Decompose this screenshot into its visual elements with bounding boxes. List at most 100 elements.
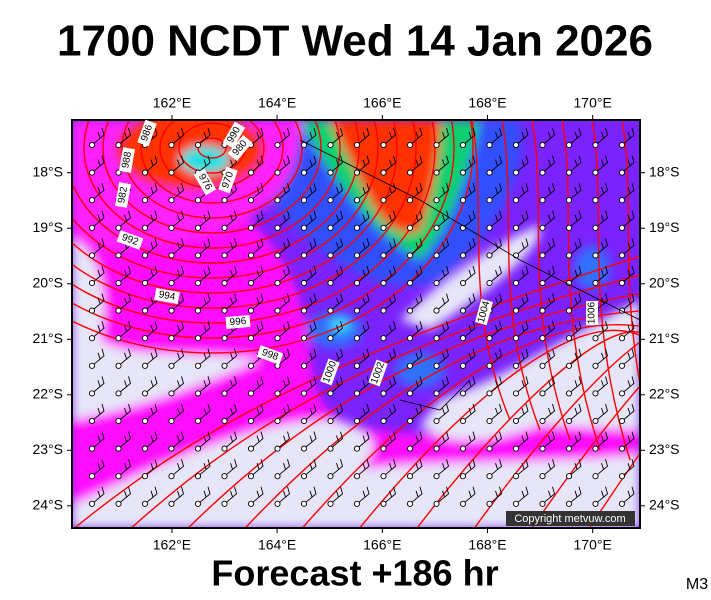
isobar-value: 996 [229, 316, 247, 328]
barb-station [406, 417, 414, 425]
barb-station [353, 500, 361, 507]
barb [595, 376, 609, 394]
barb-station [592, 141, 599, 149]
barb-station [592, 445, 599, 452]
barb-station [247, 307, 255, 314]
barb-station [565, 197, 573, 204]
barb [542, 459, 556, 477]
barb [303, 238, 317, 256]
barb-station [194, 445, 202, 452]
barb-station [327, 279, 334, 287]
barb-station [459, 417, 467, 425]
map-area [72, 120, 640, 528]
barb [489, 486, 503, 505]
barb-station [88, 252, 96, 259]
barb-station [380, 307, 387, 314]
barb [621, 155, 635, 173]
barb-station [433, 141, 440, 149]
isobar [471, 120, 511, 421]
barb [197, 127, 211, 146]
barb-station [168, 169, 175, 176]
barb-station [512, 141, 520, 149]
barb [277, 348, 291, 367]
barb-station [300, 169, 308, 176]
isobar [73, 255, 640, 528]
map-frame [71, 119, 641, 529]
red-region [330, 120, 440, 233]
barb [356, 459, 370, 477]
barb [118, 348, 132, 367]
barb [515, 376, 529, 394]
isobar [416, 331, 640, 528]
barb [118, 403, 132, 422]
barb-station [194, 197, 202, 204]
barb-station [194, 252, 202, 259]
barb-station [168, 307, 175, 314]
barb [197, 210, 211, 229]
barb [91, 459, 105, 477]
barb-station [168, 362, 175, 369]
barb-station [618, 141, 626, 149]
barb [197, 155, 211, 173]
isobar [140, 120, 284, 204]
label-box [116, 230, 144, 250]
barb-station [274, 224, 281, 231]
barb [595, 348, 609, 367]
barb-station [486, 390, 493, 397]
barb [197, 293, 211, 311]
label-box [137, 119, 157, 147]
barb [356, 376, 370, 394]
barb-station [512, 279, 520, 287]
barb-station [539, 500, 546, 507]
barb [118, 486, 132, 505]
barb-station [353, 224, 361, 231]
barb [171, 486, 185, 505]
barb [568, 210, 582, 229]
barb [356, 486, 370, 505]
barb [621, 348, 635, 367]
barb [595, 127, 609, 146]
barb [595, 183, 609, 201]
label-box [256, 345, 284, 365]
barb-station [115, 445, 122, 452]
barb [277, 265, 291, 284]
barb-station [406, 500, 414, 507]
barb [568, 183, 582, 201]
barb-station [300, 197, 308, 204]
barb-station [194, 224, 202, 231]
barb-station [353, 279, 361, 287]
label-box [222, 121, 246, 149]
barb [91, 486, 105, 505]
label-box [227, 134, 253, 162]
barb-station [247, 362, 255, 369]
barb-station [327, 224, 334, 231]
barb-station [539, 417, 546, 425]
barb [489, 238, 503, 256]
barb-station [247, 224, 255, 231]
barb-station [141, 335, 149, 342]
barb-station [247, 445, 255, 452]
barb-station [221, 473, 228, 480]
barb [250, 293, 264, 311]
lat-label: 20°S [649, 274, 680, 290]
barb [383, 376, 397, 394]
barb [144, 155, 158, 173]
barb-station [486, 335, 493, 342]
barb [356, 183, 370, 201]
barb [515, 321, 529, 339]
barb-station [592, 335, 599, 342]
barb [356, 210, 370, 229]
barb [462, 348, 476, 367]
barb [277, 321, 291, 339]
barb-station [486, 473, 493, 480]
barb [303, 183, 317, 201]
isobar-value: 994 [158, 289, 177, 303]
barb-station [512, 362, 520, 369]
barb [224, 210, 238, 229]
barb-station [380, 141, 387, 149]
barb [197, 348, 211, 367]
barb-station [141, 362, 149, 369]
barb [621, 127, 635, 146]
wind-barbs [88, 127, 635, 507]
barb-station [459, 169, 467, 176]
